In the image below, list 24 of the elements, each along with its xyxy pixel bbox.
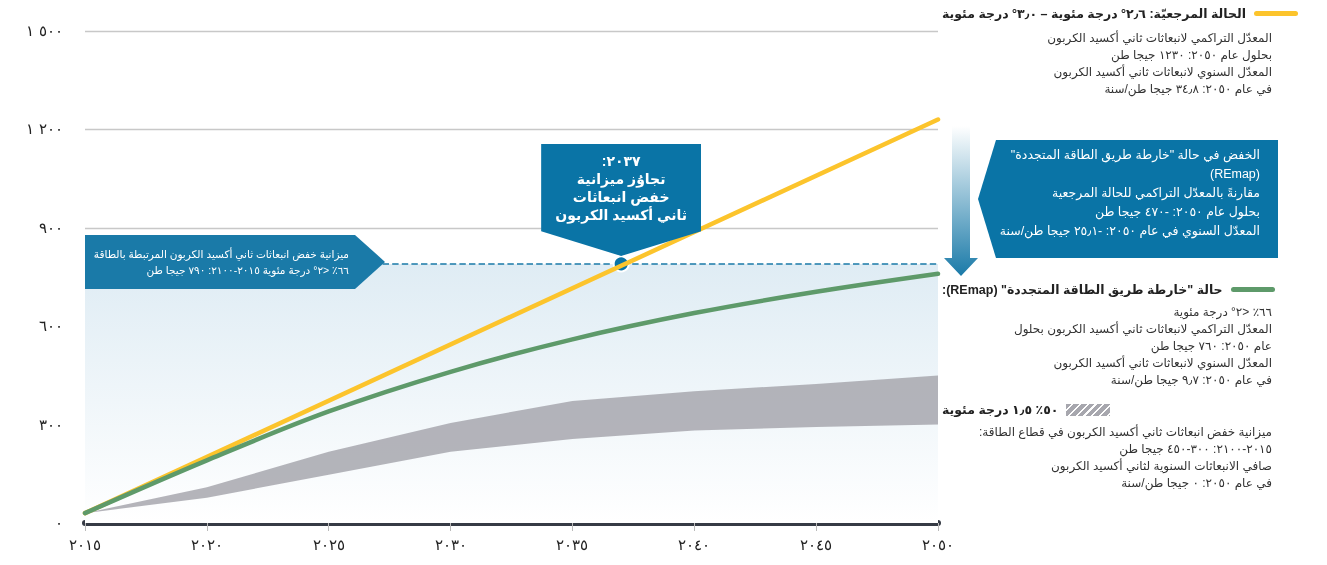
x-tick-label: ٢٠٢٠: [190, 535, 223, 554]
y-tick-label: ٦٠٠: [39, 317, 63, 336]
legend-label: ٥٠٪ ١٫٥ درجة مئوية: [942, 402, 1059, 417]
x-tick-label: ٢٠٣٥: [556, 535, 589, 554]
callout-box: ٢٠٣٧: تجاوُز ميزانية خفض انبعاثات ثاني أكسيد الكربون: [541, 143, 702, 256]
annotation: ٢٠٣٧: تجاوُز ميزانية خفض انبعاثات ثاني أكسيد الكربون: [554, 151, 688, 224]
y-tick-label: ٩٠٠: [39, 218, 63, 237]
x-tick-label: ٢٠٥٠: [922, 535, 954, 554]
y-tick-label: ٠: [55, 514, 63, 532]
ref-line-label: ميزانية خفض انبعاثات ثاني أكسيد الكربون المرتبطة بالطاقة ٦٦٪ <٢° درجة مئوية ٢٠١٥-٢١٠٠: ٧٩٠ جيجا طن: [93, 246, 349, 278]
x-tick-label: ٢٠٣٠: [434, 535, 467, 554]
legend-label: حالة "خارطة طريق الطاقة المتجددة" (REmap):: [942, 282, 1223, 297]
text: المعدّل التراكمي لانبعاثات ثاني أكسيد الكربون بحلول عام ٢٠٥٠: ١٢٣٠ جيجا طن المعدّل السنوي لانبعاثات ثاني أكسيد الكربون في عام ٢٠٥٠: ٣٤٫٨ جيجا طن/سنة: [1046, 30, 1272, 98]
legend-label: الحالة المرجعيّة: ٢٫٦° درجة مئوية – ٣٫٠° درجة مئوية: [942, 6, 1246, 21]
callout-box: ميزانية خفض انبعاثات ثاني أكسيد الكربون المرتبطة بالطاقة ٦٦٪ <٢° درجة مئوية ٢٠١٥-٢١٠٠: ٧٩٠ جيجا طن: [85, 234, 385, 289]
text: ميزانية خفض انبعاثات ثاني أكسيد الكربون في قطاع الطاقة: ٢٠١٥-٢١٠٠: ٣٠٠-٤٥٠ جيجا طن صافي الانبعاثات السنوية لثاني أكسيد الكربون في عام ٢٠٥٠: ٠ جيجا طن/سنة: [977, 424, 1272, 492]
text: ٦٦٪ <٢° درجة مئوية المعدّل التراكمي لانبعاثات ثاني أكسيد الكربون بحلول عام ٢٠٥٠: ٧٦٠ جيجا طن المعدّل السنوي لانبعاثات ثاني أكسيد الكربون في عام ٢٠٥٠: ٩٫٧ جيجا طن/سنة: [1012, 304, 1272, 389]
x-tick-label: ٢٠١٥: [69, 535, 101, 554]
x-tick-label: ٢٠٤٥: [800, 535, 833, 554]
y-tick-label: ١ ٢٠٠: [26, 120, 63, 139]
x-tick-label: ٢٠٢٥: [312, 535, 345, 554]
y-tick-label: ١ ٥٠٠: [26, 22, 63, 40]
x-tick-label: ٢٠٤٠: [678, 535, 711, 554]
y-tick-label: ٣٠٠: [39, 415, 63, 434]
